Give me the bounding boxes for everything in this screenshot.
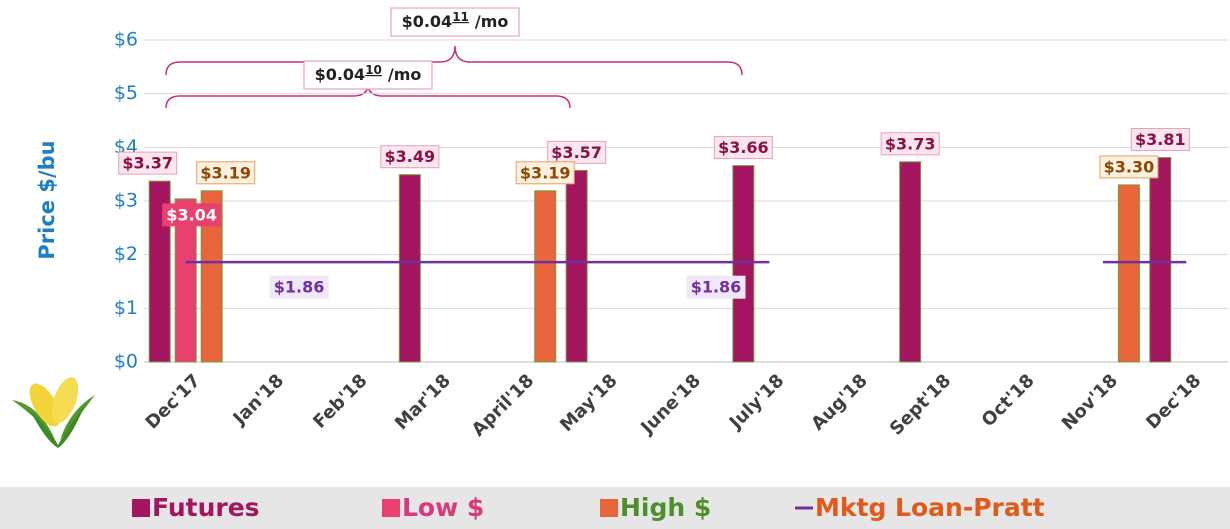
x-tick-label: Mar'18 xyxy=(391,370,455,434)
data-label: $1.86 xyxy=(274,278,325,297)
data-label-box xyxy=(686,275,746,299)
x-tick-label: May'18 xyxy=(556,370,622,436)
bar xyxy=(148,180,171,363)
annotation-box xyxy=(303,60,433,90)
y-tick-label: $3 xyxy=(114,190,138,212)
data-label: $3.19 xyxy=(196,161,256,185)
data-label-box xyxy=(196,161,256,185)
data-label: $1.86 xyxy=(691,278,742,297)
data-label: $3.66 xyxy=(718,138,769,157)
legend-label: Mktg Loan-Pratt xyxy=(815,493,1045,522)
data-label: $3.57 xyxy=(551,143,602,162)
bar xyxy=(174,198,197,363)
annotation-superscript: 10 xyxy=(365,63,382,77)
data-label-box xyxy=(380,145,440,169)
bar xyxy=(565,169,588,363)
data-label: $3.30 xyxy=(1104,157,1155,176)
bar xyxy=(534,190,557,363)
data-label: $3.57 xyxy=(547,140,607,164)
data-label-box xyxy=(162,203,222,227)
data-label: $3.37 xyxy=(122,154,173,173)
y-tick-label: $2 xyxy=(114,243,138,265)
corn-icon xyxy=(12,377,95,448)
bar xyxy=(398,174,421,363)
annotation-value: $0.04 xyxy=(315,65,366,84)
y-axis-title: Price $/bu xyxy=(35,140,59,259)
legend-marker xyxy=(132,499,150,517)
data-label: $3.19 xyxy=(515,161,575,185)
data-label: $3.73 xyxy=(885,134,936,153)
data-label-box xyxy=(547,140,607,164)
annotation-superscript: 11 xyxy=(452,10,469,24)
x-tick-label: Nov'18 xyxy=(1058,370,1122,434)
x-tick-label: Aug'18 xyxy=(807,370,871,434)
bar xyxy=(1149,157,1172,363)
x-tick-label: Sept'18 xyxy=(886,370,955,439)
legend-marker xyxy=(600,499,618,517)
data-label-box xyxy=(515,161,575,185)
x-tick-label: Jan'18 xyxy=(228,370,288,430)
data-label: $3.30 xyxy=(1099,155,1159,179)
x-tick-label: Dec'18 xyxy=(1142,370,1205,433)
data-label-box xyxy=(1099,155,1159,179)
data-label: $3.81 xyxy=(1130,128,1190,152)
annotation: $0.0410/mo xyxy=(315,63,422,84)
data-label: $3.37 xyxy=(118,151,178,175)
data-label: $3.49 xyxy=(385,147,436,166)
y-tick-label: $0 xyxy=(114,351,138,373)
x-tick-label: Feb'18 xyxy=(309,370,371,432)
x-tick-label: June'18 xyxy=(636,370,705,439)
bar xyxy=(1117,184,1140,363)
data-label-box xyxy=(118,151,178,175)
x-tick-label: Dec'17 xyxy=(142,370,205,433)
annotation-suffix: /mo xyxy=(475,12,509,31)
x-tick-label: April'18 xyxy=(468,370,538,440)
y-tick-label: $6 xyxy=(114,29,138,51)
annotation-box xyxy=(390,7,520,37)
bar xyxy=(732,165,755,363)
annotation-value: $0.04 xyxy=(402,12,453,31)
annotation: $0.0411/mo xyxy=(402,10,509,31)
data-label: $3.73 xyxy=(880,132,940,156)
data-label-box xyxy=(269,275,329,299)
y-tick-label: $1 xyxy=(114,297,138,319)
data-label-box xyxy=(1130,128,1190,152)
annotation-suffix: /mo xyxy=(388,65,422,84)
data-label: $3.19 xyxy=(520,163,571,182)
bar xyxy=(200,190,223,363)
legend-label: High $ xyxy=(620,493,711,522)
legend-label: Low $ xyxy=(402,493,484,522)
legend-marker xyxy=(382,499,400,517)
annotation-bracket xyxy=(165,45,743,76)
data-label: $3.04 xyxy=(166,205,217,224)
data-label: $3.19 xyxy=(200,163,251,182)
data-label: $1.86 xyxy=(269,275,329,299)
data-label: $3.66 xyxy=(713,136,773,160)
data-label: $3.81 xyxy=(1135,130,1186,149)
data-label-box xyxy=(880,132,940,156)
bar xyxy=(899,161,922,363)
x-tick-label: Oct'18 xyxy=(978,370,1039,431)
data-label: $1.86 xyxy=(686,275,746,299)
data-label: $3.49 xyxy=(380,145,440,169)
data-label: $3.04 xyxy=(162,203,222,227)
x-tick-label: July'18 xyxy=(724,370,788,434)
data-label-box xyxy=(713,136,773,160)
y-tick-label: $5 xyxy=(114,82,138,104)
legend-label: Futures xyxy=(152,493,260,522)
